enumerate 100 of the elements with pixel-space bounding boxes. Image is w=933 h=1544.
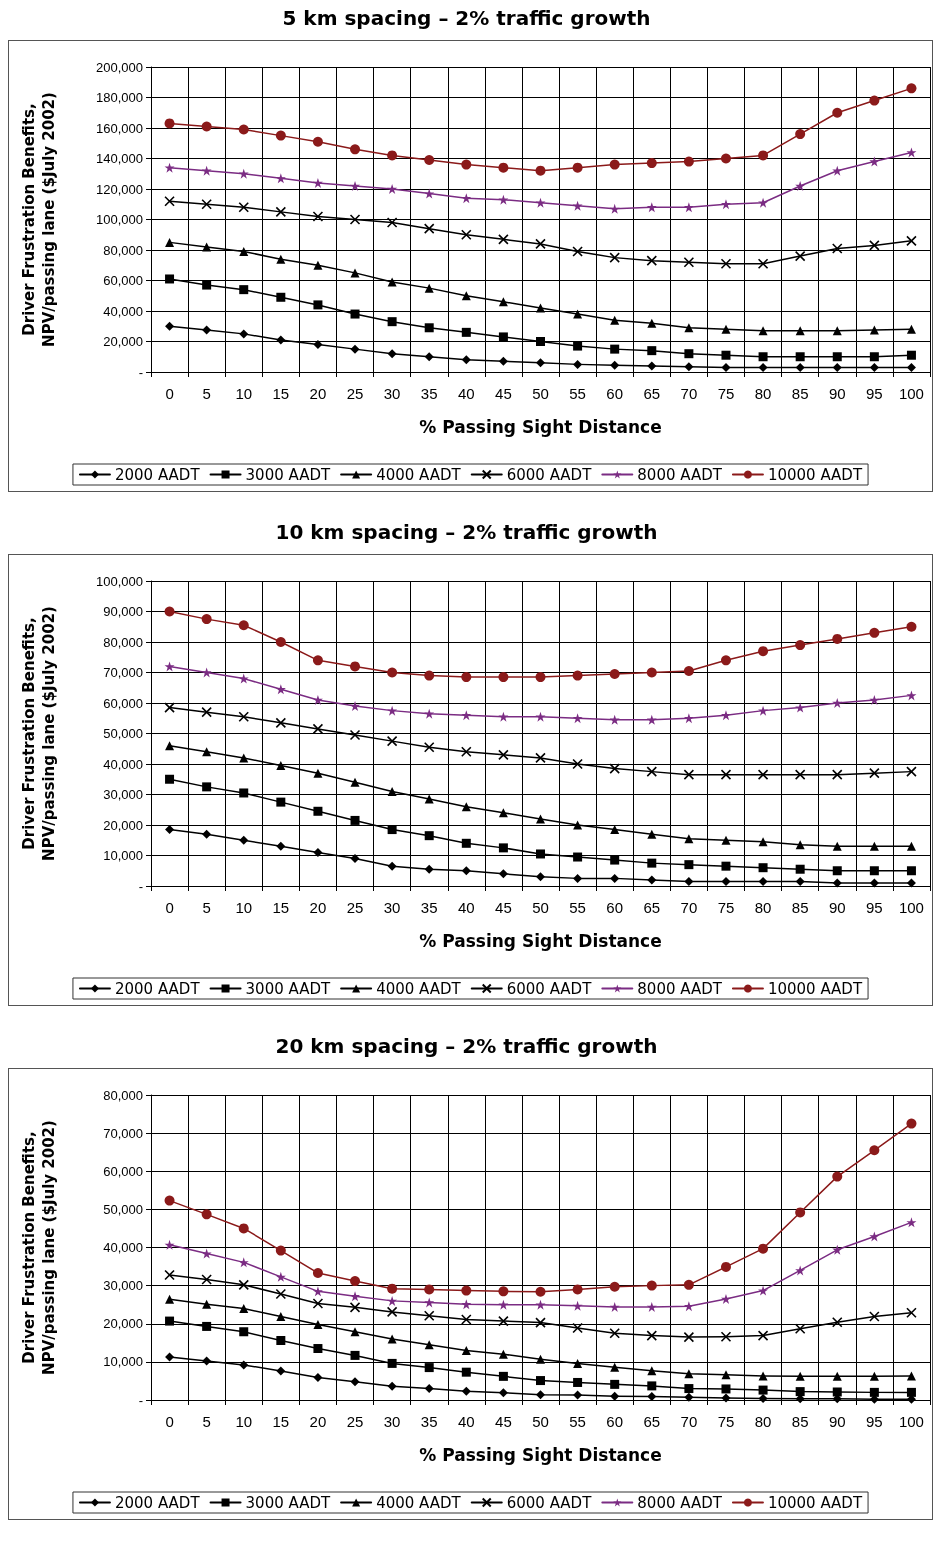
x-tick-label: 70 bbox=[680, 1413, 698, 1430]
x-tick-label: 100 bbox=[898, 1413, 924, 1430]
y-tick-label: 60,000 bbox=[103, 1163, 143, 1179]
y-axis-title: Driver Frustration Benefits, NPV/passing lane ($July 2002) bbox=[20, 92, 58, 347]
legend-label: 10000 AADT bbox=[767, 1493, 863, 1512]
x-tick-label: 60 bbox=[606, 385, 624, 402]
x-tick-label: 80 bbox=[754, 899, 772, 916]
x-tick-label: 10 bbox=[235, 385, 253, 402]
x-tick-label: 60 bbox=[606, 899, 624, 916]
y-axis-title: Driver Frustration Benefits, NPV/passing lane ($July 2002) bbox=[20, 606, 58, 861]
x-tick-label: 15 bbox=[272, 899, 290, 916]
chart-title: 5 km spacing – 2% traffic growth bbox=[281, 5, 652, 32]
x-tick-label: 65 bbox=[643, 385, 661, 402]
x-tick-label: 0 bbox=[165, 385, 174, 402]
x-tick-label: 70 bbox=[680, 899, 698, 916]
x-tick-label: 5 bbox=[202, 385, 211, 402]
legend-label: 3000 AADT bbox=[245, 979, 331, 998]
x-tick-label: 5 bbox=[202, 899, 211, 916]
y-tick-label: 20,000 bbox=[103, 817, 143, 833]
x-tick-label: 90 bbox=[828, 385, 846, 402]
chart-title: 10 km spacing – 2% traffic growth bbox=[274, 519, 659, 546]
x-tick-label: 15 bbox=[272, 385, 290, 402]
y-tick-label: 20,000 bbox=[103, 334, 143, 349]
y-tick-label: 60,000 bbox=[103, 695, 143, 711]
y-tick-label: 40,000 bbox=[103, 756, 143, 772]
x-tick-label: 95 bbox=[866, 385, 883, 402]
legend-label: 8000 AADT bbox=[637, 465, 723, 484]
x-tick-label: 20 bbox=[309, 385, 327, 402]
x-tick-label: 25 bbox=[346, 1413, 364, 1430]
x-tick-label: 25 bbox=[346, 899, 364, 916]
x-tick-label: 15 bbox=[272, 1413, 290, 1430]
x-tick-label: 50 bbox=[532, 1413, 549, 1430]
y-tick-label: 200,000 bbox=[96, 59, 143, 75]
y-tick-label: 120,000 bbox=[96, 181, 143, 197]
y-tick-label: 10,000 bbox=[103, 1354, 143, 1370]
y-tick-label: 80,000 bbox=[103, 242, 143, 258]
x-axis-title: % Passing Sight Distance bbox=[419, 930, 662, 951]
x-tick-label: 60 bbox=[606, 1413, 624, 1430]
x-tick-label: 95 bbox=[866, 1413, 883, 1430]
legend-label: 4000 AADT bbox=[376, 979, 462, 998]
x-tick-label: 55 bbox=[569, 385, 586, 402]
x-tick-label: 40 bbox=[457, 1413, 475, 1430]
x-tick-label: 20 bbox=[309, 899, 327, 916]
x-axis-title: % Passing Sight Distance bbox=[419, 416, 662, 437]
legend-label: 4000 AADT bbox=[376, 1493, 462, 1512]
y-tick-label: 30,000 bbox=[103, 787, 143, 802]
y-tick-label: - bbox=[138, 878, 143, 894]
legend-label: 8000 AADT bbox=[637, 1493, 723, 1512]
x-tick-label: 80 bbox=[754, 385, 772, 402]
legend-label: 2000 AADT bbox=[114, 1493, 201, 1512]
x-tick-label: 55 bbox=[569, 899, 586, 916]
y-tick-label: 100,000 bbox=[96, 212, 143, 227]
chart-title: 20 km spacing – 2% traffic growth bbox=[274, 1033, 659, 1060]
x-tick-label: 30 bbox=[383, 1413, 401, 1430]
legend-label: 6000 AADT bbox=[506, 465, 593, 484]
legend-label: 3000 AADT bbox=[245, 465, 331, 484]
x-tick-label: 10 bbox=[235, 899, 253, 916]
y-tick-label: 50,000 bbox=[103, 726, 143, 741]
legend-label: 8000 AADT bbox=[637, 979, 723, 998]
x-tick-label: 75 bbox=[717, 899, 735, 916]
legend-label: 2000 AADT bbox=[114, 979, 201, 998]
y-tick-label: 10,000 bbox=[103, 848, 143, 863]
x-tick-label: 85 bbox=[791, 385, 809, 402]
y-tick-label: 20,000 bbox=[103, 1316, 143, 1332]
x-tick-label: 40 bbox=[457, 385, 475, 402]
x-tick-label: 30 bbox=[383, 899, 401, 916]
y-tick-label: 50,000 bbox=[103, 1201, 143, 1217]
legend-label: 2000 AADT bbox=[114, 465, 201, 484]
y-tick-label: 180,000 bbox=[96, 90, 143, 105]
y-tick-label: 40,000 bbox=[103, 303, 143, 319]
x-tick-label: 0 bbox=[165, 899, 174, 916]
x-tick-label: 5 bbox=[202, 1413, 211, 1430]
x-tick-label: 80 bbox=[754, 1413, 772, 1430]
y-tick-label: 90,000 bbox=[103, 604, 143, 619]
x-tick-label: 55 bbox=[569, 1413, 586, 1430]
x-tick-label: 45 bbox=[495, 1413, 512, 1430]
y-tick-label: 100,000 bbox=[96, 573, 143, 589]
x-tick-label: 100 bbox=[898, 899, 924, 916]
legend-label: 4000 AADT bbox=[376, 465, 462, 484]
y-tick-label: 40,000 bbox=[103, 1240, 143, 1255]
x-tick-label: 100 bbox=[898, 385, 924, 402]
x-tick-label: 85 bbox=[791, 899, 809, 916]
x-axis-title: % Passing Sight Distance bbox=[419, 1444, 662, 1465]
y-tick-label: 30,000 bbox=[103, 1278, 143, 1294]
y-tick-label: - bbox=[138, 364, 143, 380]
x-tick-label: 35 bbox=[420, 385, 438, 402]
x-tick-label: 65 bbox=[643, 1413, 661, 1430]
x-tick-label: 50 bbox=[532, 899, 549, 916]
y-tick-label: 140,000 bbox=[96, 151, 143, 166]
x-tick-label: 95 bbox=[866, 899, 883, 916]
x-tick-label: 90 bbox=[828, 899, 846, 916]
y-tick-label: 60,000 bbox=[103, 273, 143, 288]
x-tick-label: 50 bbox=[532, 385, 549, 402]
legend-label: 3000 AADT bbox=[245, 1493, 331, 1512]
x-tick-label: 10 bbox=[235, 1413, 253, 1430]
x-tick-label: 90 bbox=[828, 1413, 846, 1430]
x-tick-label: 25 bbox=[346, 385, 364, 402]
x-tick-label: 40 bbox=[457, 899, 475, 916]
legend-label: 10000 AADT bbox=[767, 465, 863, 484]
x-tick-label: 20 bbox=[309, 1413, 327, 1430]
